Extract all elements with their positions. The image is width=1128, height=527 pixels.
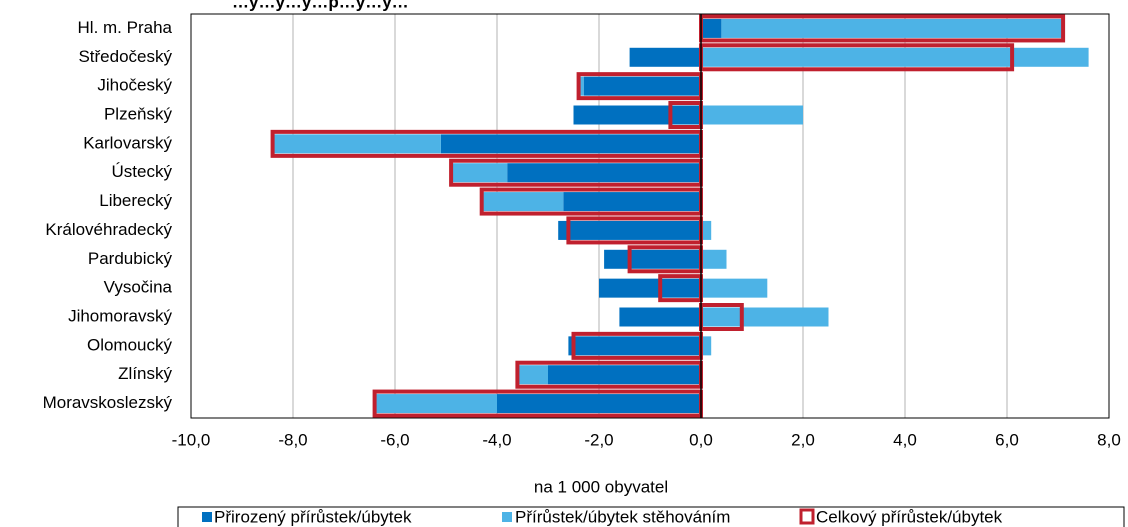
category-label: Moravskoslezský xyxy=(43,393,173,412)
x-tick-label: 8,0 xyxy=(1097,430,1121,449)
migration-bar xyxy=(701,336,712,356)
migration-bar xyxy=(517,365,548,385)
natural-bar xyxy=(619,307,701,327)
natural-bar xyxy=(548,365,701,385)
category-label: Liberecký xyxy=(99,191,172,210)
category-label: Hl. m. Praha xyxy=(78,18,173,37)
chart-title: …y…y…y…p…y…y… xyxy=(232,0,409,11)
migration-bar xyxy=(701,220,712,240)
natural-bar xyxy=(558,220,701,240)
natural-bar xyxy=(497,394,701,414)
x-tick-label: 6,0 xyxy=(995,430,1019,449)
legend-swatch-migration xyxy=(502,512,512,522)
category-label: Plzeňský xyxy=(104,104,173,123)
category-label: Karlovarský xyxy=(83,133,172,152)
migration-bar xyxy=(374,394,497,414)
category-labels: Hl. m. Praha Středočeský Jihočeský Plzeňský… xyxy=(43,18,173,412)
x-tick-label: -8,0 xyxy=(278,430,307,449)
natural-bar xyxy=(573,105,701,125)
migration-bar xyxy=(701,105,803,125)
x-tick-label: -10,0 xyxy=(172,430,211,449)
migration-bar xyxy=(701,47,1089,67)
category-label: Jihomoravský xyxy=(68,306,172,325)
category-label: Zlínský xyxy=(118,364,172,383)
migration-bar xyxy=(701,278,768,298)
legend: Přirozený přírůstek/úbytek Přírůstek/úby… xyxy=(177,506,1125,527)
legend-label-natural: Přirozený přírůstek/úbytek xyxy=(214,507,412,526)
bars xyxy=(272,18,1089,414)
category-label: Jihočeský xyxy=(97,76,172,95)
migration-bar xyxy=(272,134,441,154)
migration-bar xyxy=(481,192,564,212)
x-tick-label: -2,0 xyxy=(584,430,613,449)
natural-bar xyxy=(563,192,701,212)
natural-bar xyxy=(599,278,701,298)
category-label: Středočeský xyxy=(78,47,172,66)
legend-frame xyxy=(177,506,1125,527)
x-tick-label: 4,0 xyxy=(893,430,917,449)
natural-bar xyxy=(583,76,701,96)
category-label: Královéhradecký xyxy=(45,220,172,239)
legend-swatch-total xyxy=(799,508,815,525)
x-tick-label: -4,0 xyxy=(482,430,511,449)
natural-bar xyxy=(440,134,701,154)
x-tick-labels: -10,0 -8,0 -6,0 -4,0 -2,0 0,0 2,0 4,0 6,0 8,0 xyxy=(172,430,1121,449)
migration-bar xyxy=(701,307,829,327)
legend-swatch-natural xyxy=(202,512,212,522)
category-label: Olomoucký xyxy=(87,335,173,354)
x-tick-label: 0,0 xyxy=(689,430,713,449)
migration-bar xyxy=(578,76,584,96)
plot-area xyxy=(190,13,1110,419)
legend-label-migration: Přírůstek/úbytek stěhováním xyxy=(515,507,730,526)
category-label: Vysočina xyxy=(104,278,173,297)
total-outlines xyxy=(270,14,1066,418)
legend-label-total: Celkový přírůstek/úbytek xyxy=(816,507,1003,526)
migration-bar xyxy=(701,249,727,269)
migration-bar xyxy=(451,163,508,183)
category-label: Ústecký xyxy=(112,162,173,181)
natural-bar xyxy=(507,163,701,183)
x-tick-label: -6,0 xyxy=(380,430,409,449)
natural-bar xyxy=(604,249,701,269)
category-label: Pardubický xyxy=(88,249,173,268)
natural-bar xyxy=(701,18,722,38)
migration-bar xyxy=(721,18,1064,38)
x-axis-title: na 1 000 obyvatel xyxy=(534,477,668,496)
natural-bar xyxy=(568,336,701,356)
x-tick-label: 2,0 xyxy=(791,430,815,449)
natural-bar xyxy=(629,47,701,67)
